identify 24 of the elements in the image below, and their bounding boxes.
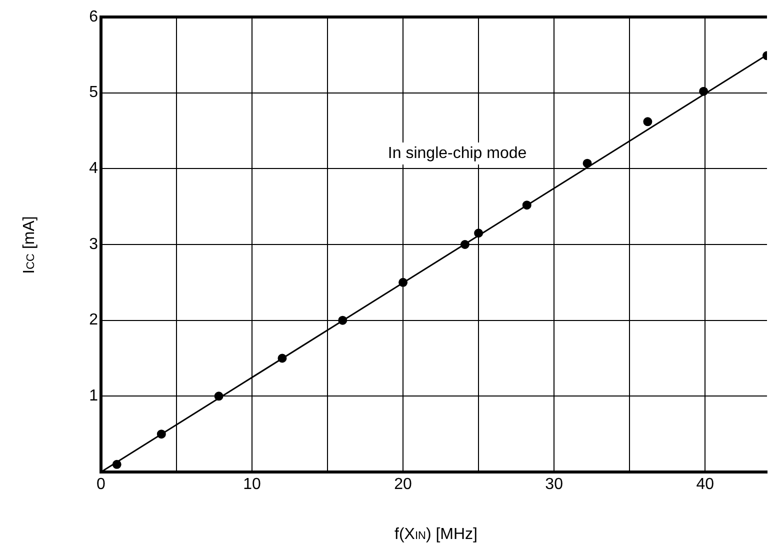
annotation: In single-chip mode: [388, 144, 527, 162]
point: [112, 460, 122, 469]
x-tick-label: 20: [394, 476, 412, 494]
y-tick-label: 5: [89, 84, 98, 102]
x-tick-label: 30: [545, 476, 564, 494]
point: [460, 240, 470, 249]
y-tick-label: 1: [89, 388, 98, 405]
point: [474, 228, 484, 238]
point: [278, 354, 287, 363]
y-tick-label: 4: [89, 160, 98, 178]
point: [643, 117, 652, 126]
point: [582, 158, 592, 168]
point: [398, 278, 408, 287]
point: [699, 86, 708, 96]
x-tick-label: 40: [696, 476, 714, 494]
x-tick-label: 10: [243, 476, 262, 494]
point: [522, 200, 532, 210]
point: [214, 392, 224, 401]
x-tick-label: 0: [96, 476, 106, 494]
y-tick-label: 6: [89, 8, 98, 26]
y-tick-label: 3: [89, 236, 98, 253]
point: [156, 430, 166, 439]
point: [338, 316, 348, 325]
y-tick-label: 2: [89, 312, 98, 329]
